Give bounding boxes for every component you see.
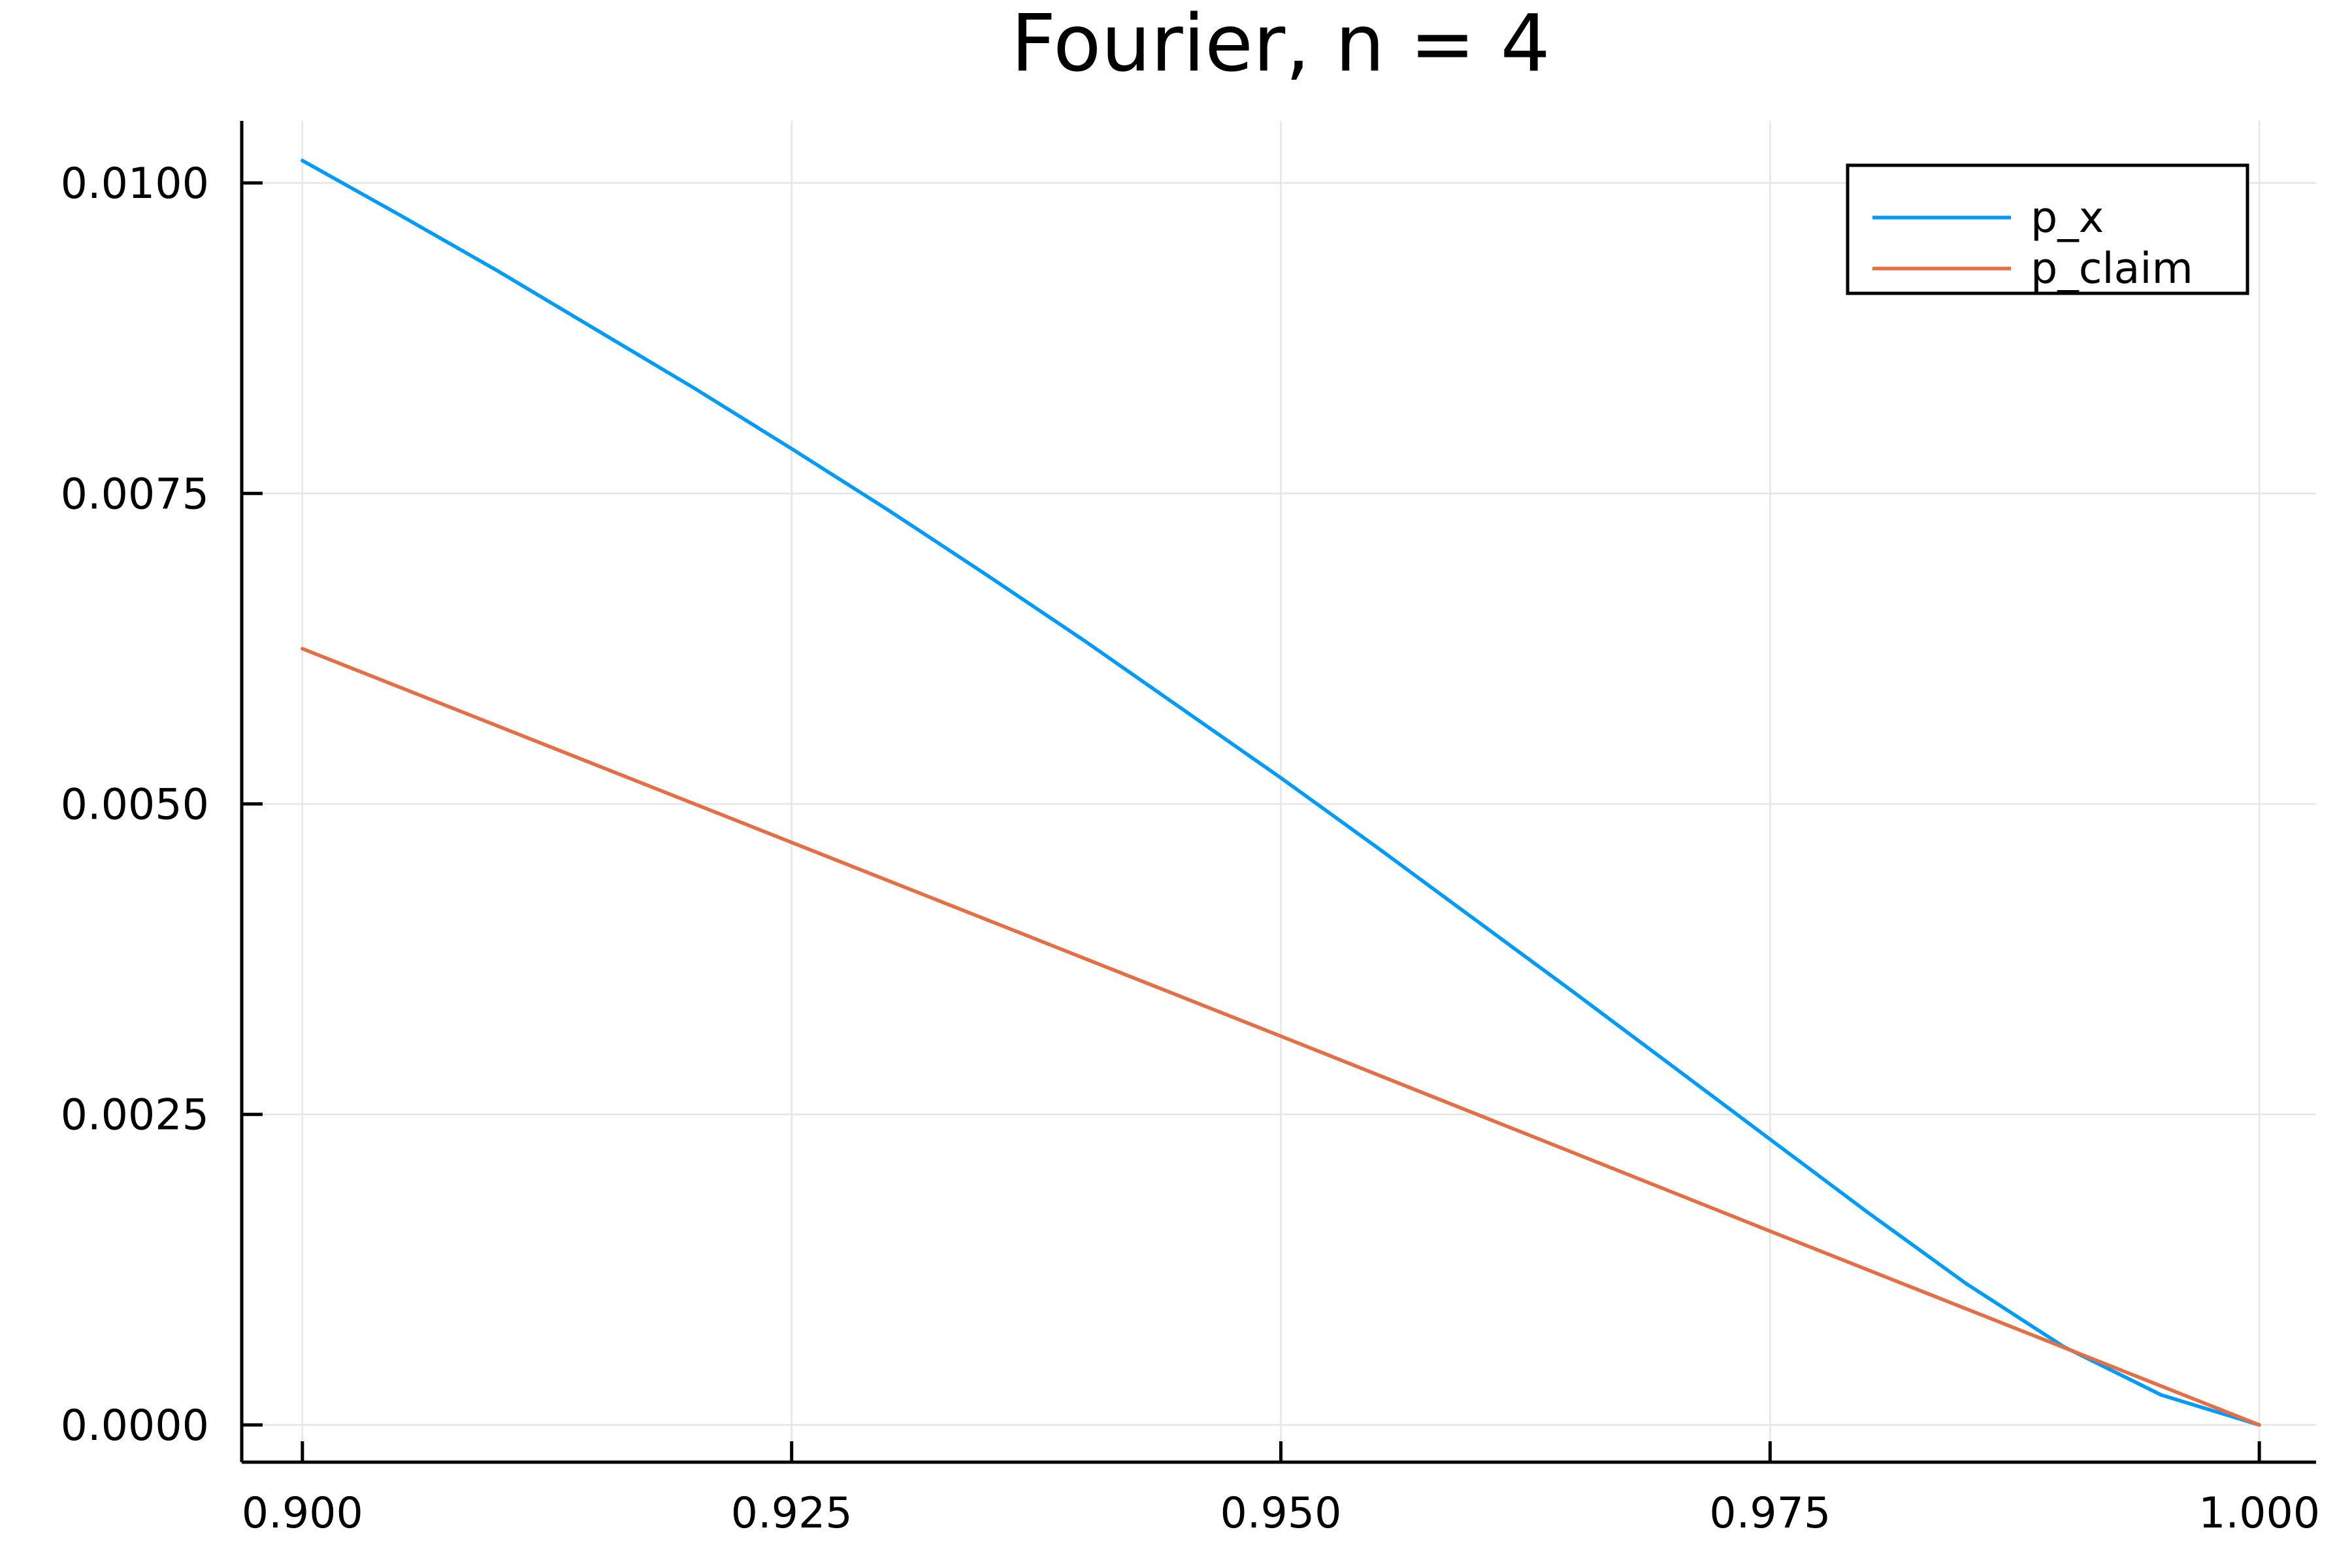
series-line-p-claim [301,647,2261,1427]
legend-box [1846,163,2249,295]
y-tick-label: 0.0025 [61,1091,209,1140]
x-tick-label: 0.900 [242,1489,363,1538]
x-tick-label: 0.975 [1709,1489,1831,1538]
legend-label: p_x [2031,193,2104,242]
axes: 0.900 0.925 0.950 0.975 1.000 0.0000 0.0025 0.0… [61,121,2320,1538]
y-tick-label: 0.0000 [61,1401,209,1450]
x-tick-label: 0.950 [1220,1489,1341,1538]
y-tick-label: 0.0050 [61,781,209,830]
x-tick-label: 0.925 [731,1489,853,1538]
plot-series [301,159,2261,1427]
series-line-p-x [301,159,2261,1427]
y-tick-label: 0.0100 [61,159,209,208]
legend-label: p_claim [2031,244,2193,293]
y-tick-label: 0.0075 [61,470,209,519]
x-tick-label: 1.000 [2198,1489,2320,1538]
legend: p_xp_claim [1846,163,2249,295]
chart-title: Fourier, n = 4 [1011,0,1550,90]
